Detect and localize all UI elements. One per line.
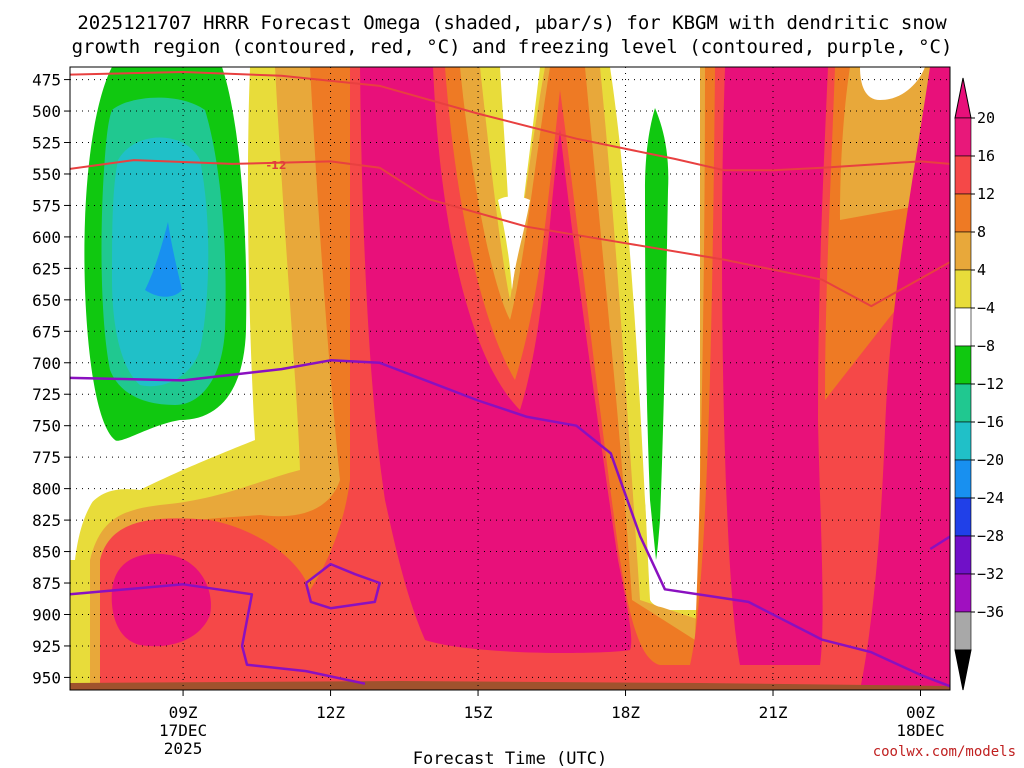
y-tick-label: 700: [32, 354, 61, 373]
contour-label: -12: [267, 159, 287, 172]
x-tick-label: 18DEC: [896, 721, 944, 740]
y-tick-label: 875: [32, 574, 61, 593]
x-tick-label: 17DEC: [159, 721, 207, 740]
colorbar-label: −12: [977, 375, 1004, 393]
shade-magenta-farright: [860, 67, 950, 690]
colorbar-label: −8: [977, 337, 995, 355]
colorbar-segment: [954, 611, 972, 651]
shade-green-streak: [645, 108, 669, 560]
colorbar-segment: [954, 307, 972, 347]
shade-magenta-right: [722, 67, 828, 665]
colorbar-segment: [954, 231, 972, 271]
colorbar-label: −28: [977, 527, 1004, 545]
contour-lines: [70, 71, 950, 688]
colorbar-label: 8: [977, 223, 986, 241]
colorbar-label: −4: [977, 299, 995, 317]
y-tick-label: 750: [32, 417, 61, 436]
colorbar-segment: [954, 155, 972, 195]
colorbar-label: 20: [977, 109, 995, 127]
y-axis-ticks: 475 500 525 550 575 600 625 650 675 700 725 750 775 8…: [32, 71, 70, 687]
colorbar-segment: [954, 117, 972, 157]
colorbar-segment: [954, 497, 972, 537]
y-tick-label: 725: [32, 385, 61, 404]
x-tick-label: 21Z: [759, 703, 788, 722]
y-tick-label: 800: [32, 480, 61, 499]
colorbar-segment: [954, 383, 972, 423]
contour-labels: -12: [267, 159, 287, 172]
colorbar-segment: [954, 421, 972, 461]
colorbar-label: −16: [977, 413, 1004, 431]
y-tick-label: 525: [32, 134, 61, 153]
shade-blue-left: [145, 222, 182, 297]
omega-shaded-field: [70, 67, 950, 690]
colorbar-segment: [954, 573, 972, 613]
y-tick-label: 825: [32, 511, 61, 530]
colorbar-segment: [954, 193, 972, 233]
shade-white-upper-mid: [498, 196, 530, 290]
shade-white-lowerleft: [70, 480, 110, 560]
plot-frame: [69, 66, 951, 691]
y-tick-label: 600: [32, 228, 61, 247]
y-tick-label: 675: [32, 322, 61, 341]
x-tick-label: 2025: [164, 739, 203, 758]
colorbar-bottom-arrow: [954, 649, 972, 691]
colorbar-segment: [954, 269, 972, 309]
x-tick-label: 00Z: [906, 703, 935, 722]
colorbar-segment: [954, 459, 972, 499]
y-tick-label: 625: [32, 259, 61, 278]
colorbar-label: −24: [977, 489, 1004, 507]
dgz-contour-dgz-lower: [379, 166, 950, 308]
y-tick-label: 575: [32, 196, 61, 215]
colorbar-segment: [954, 535, 972, 575]
colorbar-segment: [954, 345, 972, 385]
y-tick-label: 500: [32, 102, 61, 121]
colorbar: 20 16 12 8 4 −4 −8 −12 −16 −20 −24 −28 −32 −36: [954, 77, 1004, 691]
chart-title-line2: growth region (contoured, red, °C) and f…: [72, 36, 953, 58]
freezing-contour-freezing-level-loop: [304, 562, 381, 610]
credit-text: coolwx.com/models: [873, 744, 1016, 760]
dgz-contour-dgz-top-upper: [70, 71, 950, 172]
shade-magenta-center: [360, 67, 632, 653]
x-tick-label: 15Z: [464, 703, 493, 722]
freezing-contour-freezing-level-main: [70, 359, 950, 688]
terrain-strip: [70, 681, 950, 690]
y-tick-label: 775: [32, 448, 61, 467]
y-tick-label: 900: [32, 605, 61, 624]
y-tick-label: 650: [32, 291, 61, 310]
y-tick-label: 925: [32, 637, 61, 656]
y-tick-label: 950: [32, 668, 61, 687]
colorbar-top-arrow: [954, 77, 972, 119]
y-tick-label: 850: [32, 543, 61, 562]
freezing-contour-freezing-level-right: [929, 535, 950, 551]
dgz-contour-dgz-upper-left: [70, 159, 380, 170]
x-axis-label: Forecast Time (UTC): [413, 749, 607, 768]
colorbar-label: −32: [977, 565, 1004, 583]
x-tick-label: 12Z: [316, 703, 345, 722]
freezing-contour-freezing-level-left: [70, 583, 366, 685]
shade-magenta-lowerleft: [111, 553, 211, 647]
chart-title-line1: 2025121707 HRRR Forecast Omega (shaded, …: [77, 12, 947, 34]
y-tick-label: 475: [32, 71, 61, 90]
shade-white-upperright: [860, 67, 925, 100]
colorbar-label: −20: [977, 451, 1004, 469]
x-tick-label: 09Z: [169, 703, 198, 722]
y-tick-label: 550: [32, 165, 61, 184]
x-tick-label: 18Z: [611, 703, 640, 722]
colorbar-label: 16: [977, 147, 995, 165]
colorbar-label: 12: [977, 185, 995, 203]
colorbar-label: 4: [977, 261, 986, 279]
colorbar-label: −36: [977, 603, 1004, 621]
